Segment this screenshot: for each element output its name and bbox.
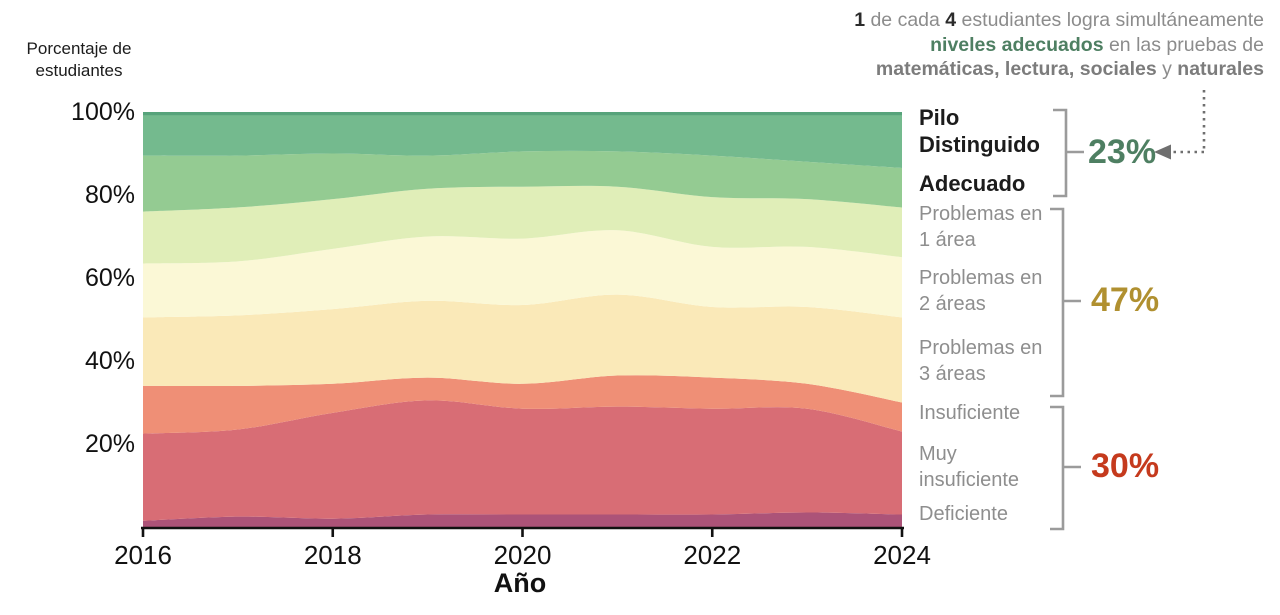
x-tick-label-2022: 2022 xyxy=(683,540,742,570)
category-label-problemas-en-3-áreas: Problemas en 3 áreas xyxy=(919,337,1043,385)
area-band-problemas-en-3-áreas xyxy=(143,294,902,403)
annotation-segment: de cada xyxy=(865,9,946,31)
category-label-problemas-en-2-áreas: Problemas en 2 áreas xyxy=(919,267,1043,315)
area-band-insuficiente xyxy=(143,375,902,434)
group-stat-1: 23% xyxy=(1088,133,1157,171)
x-tick-label-2024: 2024 xyxy=(873,540,931,570)
annotation-segment: naturales xyxy=(1177,58,1264,80)
x-tick-label-2018: 2018 xyxy=(303,540,362,570)
y-tick-label-20: 20% xyxy=(84,430,135,458)
annotation-line-1: 1 de cada 4 estudiantes logra simultánea… xyxy=(604,8,1264,33)
y-axis-title: Porcentaje de estudiantes xyxy=(26,39,132,80)
annotation-segment: estudiantes logra simultáneamente xyxy=(956,9,1264,31)
group-bracket-1 xyxy=(1053,108,1084,198)
area-band-muy-insuficiente xyxy=(143,400,902,521)
annotation-segment: matemáticas, xyxy=(875,58,1005,80)
arrowhead-icon xyxy=(1154,144,1171,160)
area-band-deficiente xyxy=(143,512,902,527)
annotation-segment: en las pruebas de xyxy=(1103,33,1264,56)
category-label-adecuado: Adecuado xyxy=(919,171,1026,196)
category-label-insuficiente: Insuficiente xyxy=(919,402,1021,424)
y-tick-label-60: 60% xyxy=(84,264,135,292)
annotation-segment: lectura, xyxy=(1004,58,1080,80)
area-band-problemas-en-2-áreas xyxy=(143,230,902,318)
annotation-line-3: matemáticas, lectura, sociales y natural… xyxy=(604,57,1264,82)
x-axis-title: Año xyxy=(493,568,547,598)
top-edge-stripe xyxy=(143,112,902,116)
annotation-segment: niveles adecuados xyxy=(930,33,1104,56)
group-bracket-2 xyxy=(1050,207,1081,398)
annotation-line-2: niveles adecuados en las pruebas de xyxy=(604,33,1264,58)
area-band-adecuado xyxy=(143,150,902,212)
y-tick-label-100: 100% xyxy=(71,98,135,126)
x-tick-label-2020: 2020 xyxy=(493,540,552,570)
annotation-segment: sociales xyxy=(1079,58,1157,80)
area-band-pilo-distinguido xyxy=(143,112,902,169)
y-tick-label-80: 80% xyxy=(84,181,135,209)
area-band-problemas-en-1-área xyxy=(143,185,902,264)
annotation-segment: y xyxy=(1156,58,1178,80)
dotted-arrow xyxy=(1170,90,1206,154)
annotation: 1 de cada 4 estudiantes logra simultánea… xyxy=(604,8,1264,82)
category-label-pilo-distinguido: Pilo Distinguido xyxy=(919,105,1040,157)
group-stat-2: 47% xyxy=(1091,281,1160,319)
annotation-segment: 1 xyxy=(854,9,866,31)
group-bracket-3 xyxy=(1050,405,1081,531)
category-label-deficiente: Deficiente xyxy=(919,503,1008,525)
category-label-muy-insuficiente: Muy insuficiente xyxy=(919,443,1020,491)
y-tick-label-40: 40% xyxy=(84,347,135,375)
x-tick-label-2016: 2016 xyxy=(114,540,172,570)
group-stat-3: 30% xyxy=(1091,447,1160,485)
category-label-problemas-en-1-área: Problemas en 1 área xyxy=(919,203,1043,251)
annotation-segment: 4 xyxy=(945,9,957,31)
